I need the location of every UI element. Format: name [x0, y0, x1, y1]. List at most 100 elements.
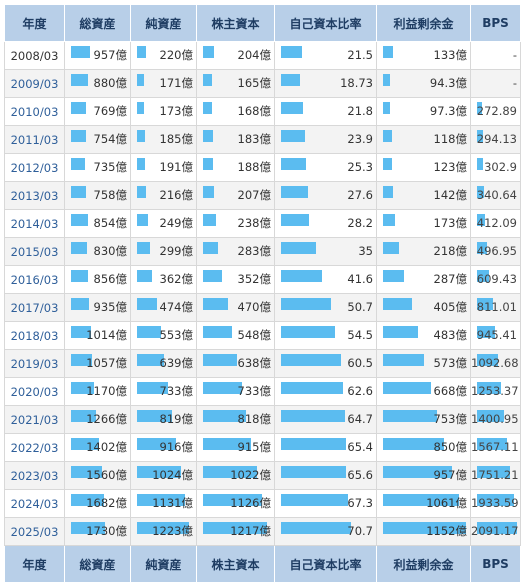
retained-earnings-bar: [383, 438, 444, 450]
equity-ratio-bar: [281, 242, 316, 254]
year-cell[interactable]: 2011/03: [4, 125, 65, 154]
bps-cell: -: [470, 41, 521, 70]
retained-earnings-cell: 753億: [376, 405, 471, 434]
retained-earnings-value: 1152億: [426, 524, 467, 538]
equity-ratio-cell: 64.7: [274, 405, 377, 434]
equity-ratio-bar: [281, 298, 331, 310]
year-cell[interactable]: 2014/03: [4, 209, 65, 238]
header-retained-earnings[interactable]: 利益剰余金: [376, 4, 471, 42]
year-cell[interactable]: 2015/03: [4, 237, 65, 266]
footer-header-equity: 株主資本: [196, 545, 275, 583]
year-cell[interactable]: 2017/03: [4, 293, 65, 322]
total-assets-value: 1730億: [86, 524, 127, 538]
equity-ratio-cell: 50.7: [274, 293, 377, 322]
total-assets-value: 1682億: [86, 496, 127, 510]
equity-value: 1126億: [230, 496, 271, 510]
table-row: 2011/03 754億 185億 183億 23.9 118億 294.13: [4, 125, 521, 154]
total-assets-value: 758億: [93, 188, 127, 202]
year-cell[interactable]: 2009/03: [4, 69, 65, 98]
header-net-assets[interactable]: 純資産: [130, 4, 197, 42]
equity-cell: 1022億: [196, 461, 275, 490]
year-cell[interactable]: 2010/03: [4, 97, 65, 126]
equity-ratio-value: 28.2: [347, 216, 373, 230]
year-cell[interactable]: 2019/03: [4, 349, 65, 378]
total-assets-value: 754億: [93, 132, 127, 146]
total-assets-bar: [71, 522, 105, 534]
equity-ratio-value: 27.6: [347, 188, 373, 202]
header-bps[interactable]: BPS: [470, 4, 521, 42]
year-cell[interactable]: 2018/03: [4, 321, 65, 350]
equity-ratio-bar: [281, 158, 306, 170]
equity-ratio-value: 35: [358, 244, 373, 258]
net-assets-value: 553億: [159, 328, 193, 342]
equity-ratio-bar: [281, 214, 309, 226]
retained-earnings-bar: [383, 270, 404, 282]
equity-bar: [203, 130, 213, 142]
year-cell[interactable]: 2016/03: [4, 265, 65, 294]
year-cell[interactable]: 2020/03: [4, 377, 65, 406]
net-assets-value: 1223億: [152, 524, 193, 538]
bps-value: 1400.95: [471, 412, 519, 426]
header-total-assets[interactable]: 総資産: [64, 4, 131, 42]
year-cell[interactable]: 2022/03: [4, 433, 65, 462]
equity-ratio-value: 60.5: [347, 356, 373, 370]
equity-value: 188億: [237, 160, 271, 174]
net-assets-value: 1024億: [152, 468, 193, 482]
retained-earnings-bar: [383, 522, 466, 534]
year-cell[interactable]: 2023/03: [4, 461, 65, 490]
retained-earnings-value: 1061億: [426, 496, 467, 510]
net-assets-bar: [137, 158, 145, 170]
retained-earnings-value: 287億: [433, 272, 467, 286]
retained-earnings-value: 173億: [433, 216, 467, 230]
total-assets-value: 1057億: [86, 356, 127, 370]
header-equity[interactable]: 株主資本: [196, 4, 275, 42]
header-equity-ratio[interactable]: 自己資本比率: [274, 4, 377, 42]
equity-ratio-cell: 41.6: [274, 265, 377, 294]
net-assets-cell: 474億: [130, 293, 197, 322]
year-cell[interactable]: 2012/03: [4, 153, 65, 182]
equity-ratio-cell: 62.6: [274, 377, 377, 406]
net-assets-bar: [137, 494, 185, 506]
net-assets-bar: [137, 242, 150, 254]
equity-ratio-bar: [281, 466, 346, 478]
net-assets-bar: [137, 214, 148, 226]
total-assets-bar: [71, 242, 87, 254]
net-assets-cell: 916億: [130, 433, 197, 462]
equity-value: 1217億: [230, 524, 271, 538]
header-year[interactable]: 年度: [4, 4, 65, 42]
year-cell[interactable]: 2013/03: [4, 181, 65, 210]
total-assets-bar: [71, 158, 85, 170]
year-cell[interactable]: 2025/03: [4, 517, 65, 546]
equity-ratio-bar: [281, 130, 305, 142]
net-assets-cell: 1223億: [130, 517, 197, 546]
equity-ratio-value: 64.7: [347, 412, 373, 426]
equity-ratio-bar: [281, 438, 346, 450]
equity-ratio-bar: [281, 102, 303, 114]
total-assets-cell: 1170億: [64, 377, 131, 406]
bps-bar: [477, 242, 487, 254]
total-assets-bar: [71, 130, 86, 142]
equity-cell: 1126億: [196, 489, 275, 518]
net-assets-cell: 191億: [130, 153, 197, 182]
year-cell[interactable]: 2021/03: [4, 405, 65, 434]
total-assets-cell: 830億: [64, 237, 131, 266]
net-assets-cell: 299億: [130, 237, 197, 266]
retained-earnings-value: 123億: [433, 160, 467, 174]
table-row: 2020/03 1170億 733億 733億 62.6 668億 1253.37: [4, 377, 521, 406]
bps-cell: 496.95: [470, 237, 521, 266]
bps-value: 340.64: [476, 188, 517, 202]
equity-bar: [203, 410, 246, 422]
year-cell[interactable]: 2024/03: [4, 489, 65, 518]
net-assets-value: 733億: [159, 384, 193, 398]
total-assets-cell: 1057億: [64, 349, 131, 378]
net-assets-value: 171億: [159, 76, 193, 90]
equity-ratio-bar: [281, 186, 308, 198]
retained-earnings-cell: 957億: [376, 461, 471, 490]
net-assets-value: 819億: [159, 412, 193, 426]
equity-cell: 207億: [196, 181, 275, 210]
net-assets-bar: [137, 270, 152, 282]
equity-cell: 470億: [196, 293, 275, 322]
total-assets-bar: [71, 466, 102, 478]
equity-bar: [203, 46, 214, 58]
total-assets-value: 1560億: [86, 468, 127, 482]
